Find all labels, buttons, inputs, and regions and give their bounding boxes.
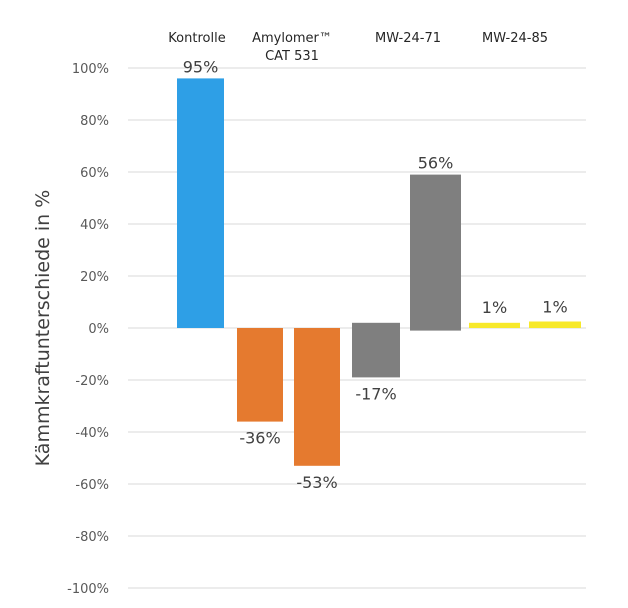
y-tick-label: -20%: [75, 374, 109, 389]
y-tick-label: 80%: [80, 114, 109, 129]
bar: [469, 322, 520, 328]
bar: [410, 174, 461, 331]
y-tick-label: 0%: [88, 322, 109, 337]
y-tick-label: -80%: [75, 530, 109, 545]
y-tick-label: 100%: [72, 62, 109, 77]
category-label: MW-24-85: [482, 31, 548, 46]
category-labels: Kontrolle Amylomer™ CAT 531 MW-24-71 MW-24-8…: [168, 31, 548, 64]
bar: [294, 328, 340, 466]
y-axis-label: Kämmkraftunterschiede in %: [32, 190, 54, 467]
category-label: Kontrolle: [168, 31, 225, 46]
y-axis-ticks: 100% 80% 60% 40% 20% 0% -20% -40% -60% -80% -100%: [67, 62, 109, 597]
y-tick-label: 60%: [80, 166, 109, 181]
data-label: -36%: [239, 429, 280, 448]
bar: [352, 322, 400, 378]
data-label: 56%: [418, 154, 454, 173]
y-tick-label: -40%: [75, 426, 109, 441]
bars: [177, 78, 581, 466]
bar: [237, 328, 283, 422]
category-label: MW-24-71: [375, 31, 441, 46]
category-label: CAT 531: [265, 49, 319, 64]
y-tick-label: 20%: [80, 270, 109, 285]
data-label: 1%: [482, 298, 507, 317]
bar: [177, 78, 224, 329]
y-tick-label: 40%: [80, 218, 109, 233]
y-tick-label: -60%: [75, 478, 109, 493]
data-label: 95%: [183, 57, 219, 76]
bar: [529, 321, 581, 328]
y-tick-label: -100%: [67, 582, 109, 597]
data-label: -53%: [296, 473, 337, 492]
category-label: Amylomer™: [252, 31, 332, 46]
data-labels: 95% -36% -53% -17% 56% 1% 1%: [183, 57, 568, 491]
data-label: 1%: [542, 298, 567, 317]
data-label: -17%: [355, 384, 396, 403]
